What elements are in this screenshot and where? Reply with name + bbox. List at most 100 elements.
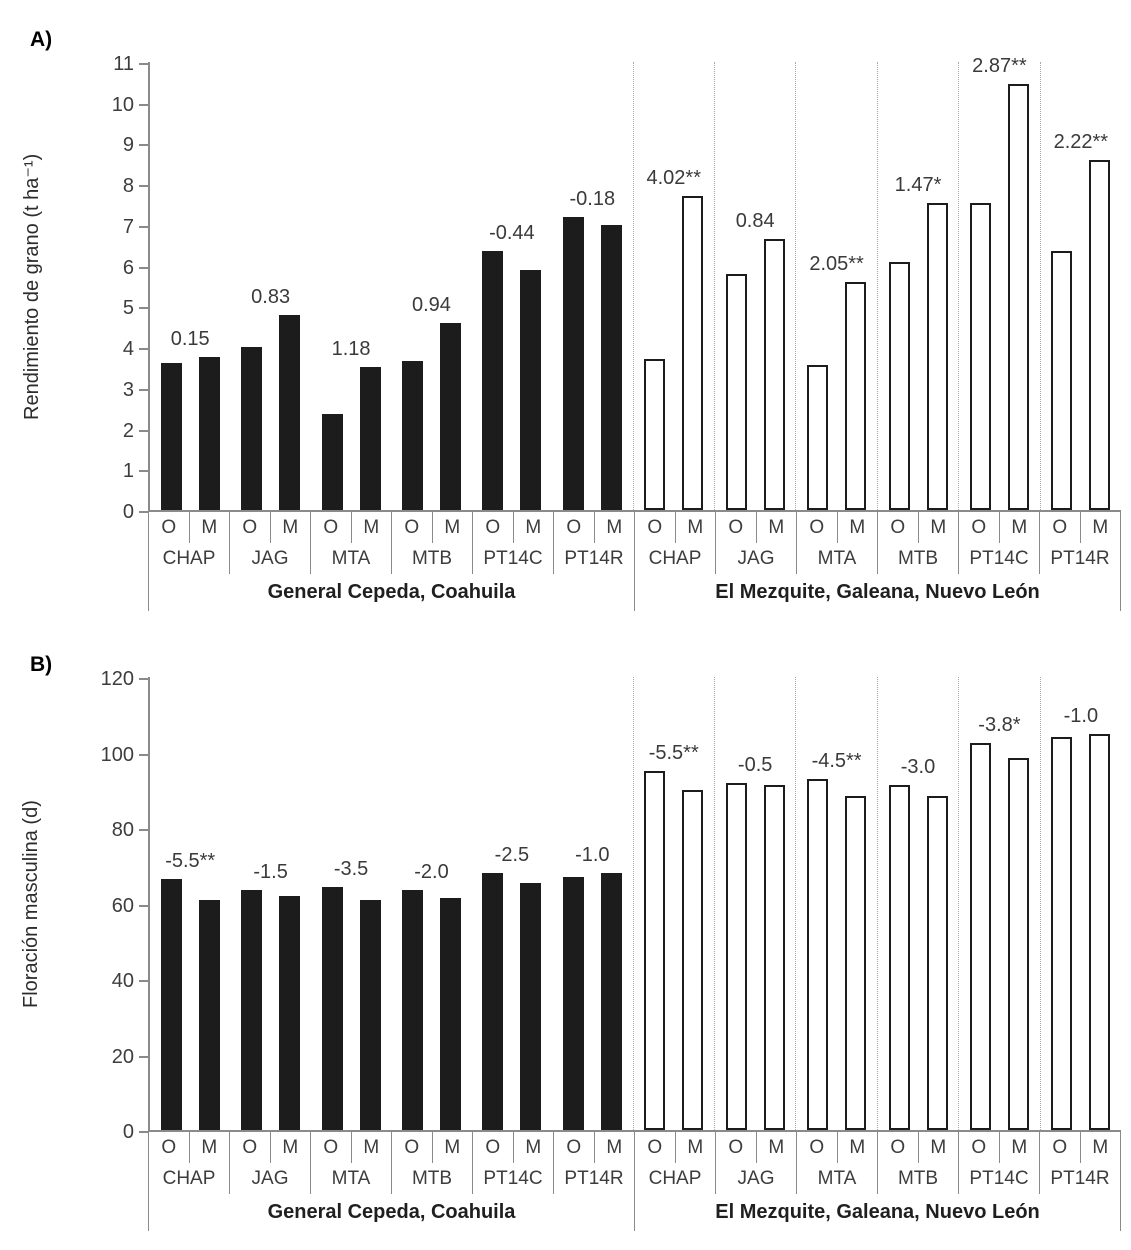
bar-irrigation-label: O — [392, 512, 433, 543]
bar-irrigation-label: M — [838, 1132, 878, 1163]
bar-chap-o — [160, 363, 182, 510]
location-label: General Cepeda, Coahuila — [149, 574, 635, 611]
genotype-label: PT14C — [959, 543, 1040, 574]
location-label: El Mezquite, Galeana, Nuevo León — [635, 1194, 1121, 1231]
bar-pt14r-m — [1089, 734, 1111, 1130]
bar-chap-o — [644, 359, 666, 510]
bar-irrigation-label: M — [676, 512, 716, 543]
difference-label: -0.18 — [569, 187, 616, 210]
bar-pt14r-o — [1051, 737, 1073, 1130]
bar-mtb-o — [888, 262, 910, 510]
difference-label: -3.0 — [900, 755, 936, 778]
panel-b-label: B) — [30, 653, 53, 676]
bar-group: 2.05** — [795, 62, 876, 510]
difference-label: -1.0 — [1063, 704, 1099, 727]
genotype-label: JAG — [716, 1163, 797, 1194]
bar-pt14r-m — [600, 225, 622, 510]
genotype-row: CHAP JAG MTA MTB PT14C PT14R CHAP JAG MTA MTB PT14… — [148, 543, 1121, 574]
y-tick-label: 7 — [122, 215, 134, 238]
bar-irrigation-label: M — [1000, 512, 1040, 543]
bar-irrigation-label: O — [716, 512, 757, 543]
difference-label: 2.87** — [972, 55, 1027, 78]
bar-mtb-m — [926, 203, 948, 510]
bar-group: -1.5 — [230, 677, 310, 1130]
genotype-label: MTA — [797, 543, 878, 574]
bar-irrigation-label: O — [149, 1132, 190, 1163]
bar-irrigation-label: O — [878, 1132, 919, 1163]
difference-label: 2.22** — [1053, 130, 1109, 153]
bar-mtb-m — [439, 323, 461, 510]
y-tick-mark — [139, 1055, 148, 1058]
bar-mta-m — [845, 796, 867, 1130]
bar-group: 2.87** — [958, 55, 1039, 510]
location-label: El Mezquite, Galeana, Nuevo León — [635, 574, 1121, 611]
bar-irrigation-label: O — [311, 1132, 352, 1163]
genotype-label: PT14C — [473, 543, 554, 574]
y-tick-mark — [139, 429, 148, 432]
difference-label: -1.0 — [575, 844, 610, 867]
bar-irrigation-label: O — [311, 512, 352, 543]
bar-mta-o — [321, 887, 343, 1130]
bar-mtb-m — [439, 898, 461, 1130]
bar-pt14r-o — [562, 877, 584, 1130]
y-tick-mark — [139, 185, 148, 188]
bar-group: -5.5** — [150, 677, 230, 1130]
bar-mtb-o — [401, 890, 423, 1130]
bar-chap-m — [198, 357, 220, 510]
difference-label: 0.83 — [251, 285, 291, 308]
bar-irrigation-label: M — [595, 512, 635, 543]
y-tick-mark — [139, 388, 148, 391]
difference-label: 1.18 — [331, 338, 371, 361]
bar-pt14c-o — [482, 251, 504, 510]
bar-mtb-o — [401, 361, 423, 510]
plot-column: 0.15 0.83 1.18 0.94 -0.44 -0.18 4.02** 0.84 2.05… — [148, 55, 1121, 611]
y-tick-mark — [139, 1131, 148, 1133]
bar-irrigation-label: O — [959, 512, 1000, 543]
bar-irrigation-label: O — [716, 1132, 757, 1163]
bar-group: 1.47* — [876, 62, 958, 510]
panel-b-chart: 0 20 40 60 80 100 120 -5.5** -1.5 -3.5 -2.0 -2.5 -1… — [100, 668, 1121, 1231]
genotype-label: CHAP — [149, 1163, 230, 1194]
bar-irrigation-label: M — [514, 1132, 554, 1163]
y-tick-label: 9 — [122, 134, 134, 157]
y-tick-mark — [139, 266, 148, 269]
bar-mta-o — [807, 365, 829, 510]
plot-column: -5.5** -1.5 -3.5 -2.0 -2.5 -1.0 -5.5** -0.5 -4.5… — [148, 677, 1121, 1231]
bar-irrigation-label: M — [1081, 512, 1121, 543]
genotype-label: MTA — [311, 543, 392, 574]
bar-pt14c-m — [520, 270, 542, 510]
bar-mta-m — [359, 900, 381, 1130]
y-tick-mark — [139, 225, 148, 228]
bar-irrigation-label: M — [271, 1132, 311, 1163]
bar-group: -3.8* — [958, 677, 1039, 1130]
y-tick-label: 1 — [122, 460, 134, 483]
bar-irrigation-label: M — [676, 1132, 716, 1163]
y-tick-label: 8 — [122, 175, 134, 198]
y-tick-mark — [139, 307, 148, 310]
genotype-label: PT14C — [473, 1163, 554, 1194]
y-tick-mark — [139, 63, 148, 65]
bar-jag-o — [241, 890, 263, 1130]
bar-mta-o — [807, 779, 829, 1130]
difference-label: -1.5 — [253, 861, 288, 884]
y-tick-mark — [139, 144, 148, 147]
y-tick-mark — [139, 511, 148, 513]
genotype-label: CHAP — [635, 543, 716, 574]
difference-label: -3.5 — [333, 857, 369, 880]
bar-group: 1.18 — [311, 62, 391, 510]
bar-irrigation-label: O — [473, 1132, 514, 1163]
bar-pt14r-o — [1051, 251, 1073, 510]
bar-irrigation-label: M — [433, 1132, 473, 1163]
bar-irrigation-label: M — [352, 1132, 392, 1163]
bar-group: -3.5 — [311, 677, 391, 1130]
bar-mta-m — [845, 282, 867, 510]
panel-a-y-axis-title: Rendimiento de grano (t ha⁻¹) — [21, 153, 43, 421]
bar-chap-o — [644, 771, 666, 1130]
y-tick-label: 0 — [122, 1121, 134, 1143]
difference-label: -3.8* — [978, 714, 1021, 737]
bar-group: 0.15 — [150, 62, 230, 510]
difference-label: -2.5 — [494, 844, 530, 867]
genotype-label: MTA — [797, 1163, 878, 1194]
genotype-label: JAG — [230, 1163, 311, 1194]
bar-irrigation-label: O — [554, 512, 595, 543]
